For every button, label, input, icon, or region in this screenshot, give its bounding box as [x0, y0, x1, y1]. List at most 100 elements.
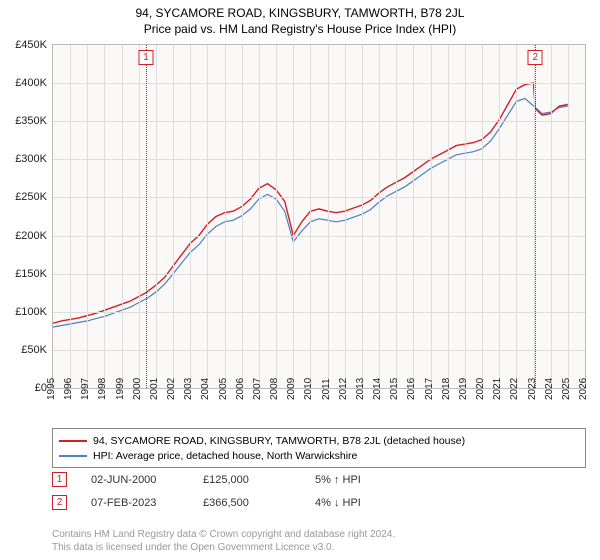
x-axis-label: 2016: [402, 378, 417, 400]
marker-line: [535, 45, 536, 388]
x-gridline: [242, 45, 243, 388]
transaction-date-1: 02-JUN-2000: [91, 474, 179, 486]
x-axis-label: 2025: [557, 378, 572, 400]
x-gridline: [568, 45, 569, 388]
x-axis-label: 2000: [128, 378, 143, 400]
plot-area: £0£50K£100K£150K£200K£250K£300K£350K£400…: [52, 44, 586, 389]
x-gridline: [328, 45, 329, 388]
x-gridline: [173, 45, 174, 388]
page-title: 94, SYCAMORE ROAD, KINGSBURY, TAMWORTH, …: [0, 0, 600, 20]
x-axis-label: 2024: [540, 378, 555, 400]
transaction-row-2: 2 07-FEB-2023 £366,500 4% ↓ HPI: [52, 495, 586, 510]
transaction-marker-2: 2: [52, 495, 67, 510]
x-axis-label: 2014: [368, 378, 383, 400]
marker-box: 2: [528, 50, 543, 65]
y-gridline: [53, 350, 585, 351]
y-axis-label: £50K: [21, 344, 53, 356]
legend-label-property: 94, SYCAMORE ROAD, KINGSBURY, TAMWORTH, …: [93, 435, 465, 447]
y-axis-label: £100K: [15, 306, 53, 318]
y-gridline: [53, 274, 585, 275]
x-axis-label: 1996: [59, 378, 74, 400]
x-axis-label: 2026: [574, 378, 589, 400]
y-gridline: [53, 236, 585, 237]
x-gridline: [499, 45, 500, 388]
x-gridline: [104, 45, 105, 388]
x-gridline: [379, 45, 380, 388]
y-axis-label: £400K: [15, 77, 53, 89]
x-gridline: [310, 45, 311, 388]
x-axis-label: 2021: [488, 378, 503, 400]
marker-box: 1: [139, 50, 154, 65]
x-axis-label: 2018: [437, 378, 452, 400]
x-axis-label: 2015: [385, 378, 400, 400]
x-axis-label: 2003: [179, 378, 194, 400]
x-axis-label: 2012: [334, 378, 349, 400]
x-gridline: [122, 45, 123, 388]
transaction-date-2: 07-FEB-2023: [91, 497, 179, 509]
y-gridline: [53, 121, 585, 122]
y-axis-label: £250K: [15, 191, 53, 203]
x-gridline: [225, 45, 226, 388]
x-gridline: [156, 45, 157, 388]
y-gridline: [53, 159, 585, 160]
x-gridline: [259, 45, 260, 388]
x-gridline: [87, 45, 88, 388]
x-gridline: [431, 45, 432, 388]
x-gridline: [276, 45, 277, 388]
x-gridline: [396, 45, 397, 388]
x-axis-label: 1997: [76, 378, 91, 400]
x-gridline: [482, 45, 483, 388]
transaction-marker-1: 1: [52, 472, 67, 487]
transaction-price-2: £366,500: [203, 497, 291, 509]
x-gridline: [207, 45, 208, 388]
legend-swatch-property: [59, 440, 87, 442]
x-axis-label: 2022: [505, 378, 520, 400]
footnote-line-2: This data is licensed under the Open Gov…: [52, 542, 586, 555]
x-axis-label: 2002: [162, 378, 177, 400]
page-subtitle: Price paid vs. HM Land Registry's House …: [0, 20, 600, 40]
x-axis-label: 2001: [145, 378, 160, 400]
legend-row-property: 94, SYCAMORE ROAD, KINGSBURY, TAMWORTH, …: [59, 433, 579, 448]
x-axis-label: 2004: [196, 378, 211, 400]
y-gridline: [53, 83, 585, 84]
legend-label-hpi: HPI: Average price, detached house, Nort…: [93, 450, 357, 462]
legend-row-hpi: HPI: Average price, detached house, Nort…: [59, 448, 579, 463]
chart-container: £0£50K£100K£150K£200K£250K£300K£350K£400…: [8, 44, 592, 419]
x-gridline: [465, 45, 466, 388]
footnote: Contains HM Land Registry data © Crown c…: [52, 529, 586, 554]
x-axis-label: 1998: [93, 378, 108, 400]
x-axis-label: 1995: [42, 378, 57, 400]
legend-box: 94, SYCAMORE ROAD, KINGSBURY, TAMWORTH, …: [52, 428, 586, 468]
legend-swatch-hpi: [59, 455, 87, 457]
x-gridline: [293, 45, 294, 388]
x-axis-label: 2017: [419, 378, 434, 400]
y-axis-label: £300K: [15, 153, 53, 165]
x-gridline: [448, 45, 449, 388]
transaction-delta-2: 4% ↓ HPI: [315, 497, 403, 509]
y-gridline: [53, 312, 585, 313]
footnote-line-1: Contains HM Land Registry data © Crown c…: [52, 529, 586, 542]
x-axis-label: 2009: [282, 378, 297, 400]
x-gridline: [516, 45, 517, 388]
x-axis-label: 2011: [317, 378, 332, 400]
x-axis-label: 2005: [213, 378, 228, 400]
x-axis-label: 2010: [299, 378, 314, 400]
transaction-row-1: 1 02-JUN-2000 £125,000 5% ↑ HPI: [52, 472, 586, 487]
transaction-delta-1: 5% ↑ HPI: [315, 474, 403, 486]
x-axis-label: 1999: [111, 378, 126, 400]
y-axis-label: £200K: [15, 230, 53, 242]
x-axis-label: 2008: [265, 378, 280, 400]
chart-lines: [53, 45, 585, 388]
y-axis-label: £450K: [15, 39, 53, 51]
x-gridline: [413, 45, 414, 388]
transaction-price-1: £125,000: [203, 474, 291, 486]
x-gridline: [362, 45, 363, 388]
y-axis-label: £150K: [15, 268, 53, 280]
y-gridline: [53, 197, 585, 198]
x-gridline: [345, 45, 346, 388]
x-gridline: [190, 45, 191, 388]
x-gridline: [139, 45, 140, 388]
y-axis-label: £350K: [15, 115, 53, 127]
x-axis-label: 2020: [471, 378, 486, 400]
x-gridline: [551, 45, 552, 388]
